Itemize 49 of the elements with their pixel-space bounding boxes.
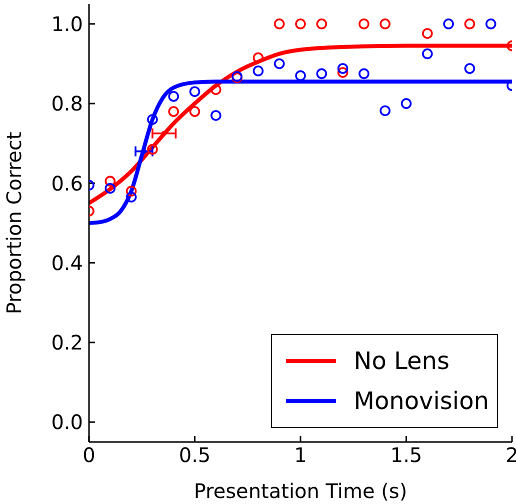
point bbox=[104, 182, 116, 194]
point bbox=[147, 144, 158, 155]
point bbox=[464, 63, 476, 74]
x-tick-label: 0.5 bbox=[178, 443, 211, 468]
y-tick-label: 0.4 bbox=[51, 250, 83, 275]
point bbox=[274, 58, 285, 70]
point bbox=[295, 70, 306, 82]
point bbox=[189, 86, 200, 97]
point bbox=[422, 48, 433, 60]
point bbox=[126, 192, 137, 203]
point bbox=[400, 98, 412, 109]
point bbox=[337, 67, 348, 78]
point bbox=[104, 176, 116, 187]
y-tick-label: 0.8 bbox=[51, 92, 83, 116]
point bbox=[126, 186, 137, 197]
x-tick-label: 0 bbox=[82, 443, 96, 468]
point bbox=[189, 106, 200, 117]
y-tick-label: 1.0 bbox=[51, 12, 83, 36]
point bbox=[274, 18, 285, 30]
point bbox=[443, 18, 454, 30]
point bbox=[380, 105, 390, 116]
x-axis-title: Presentation Time (s) bbox=[194, 479, 408, 503]
point bbox=[337, 63, 348, 74]
point bbox=[168, 106, 179, 117]
x-tick-label: 1.5 bbox=[390, 443, 422, 468]
point bbox=[252, 52, 264, 64]
y-tick-label: 0.0 bbox=[51, 410, 83, 434]
point bbox=[464, 18, 476, 30]
point bbox=[210, 84, 222, 96]
point bbox=[422, 28, 433, 39]
point bbox=[147, 114, 158, 125]
point bbox=[316, 68, 328, 80]
point bbox=[168, 90, 179, 102]
point bbox=[485, 18, 496, 30]
point bbox=[295, 18, 306, 30]
legend-label: Monovision bbox=[354, 387, 489, 415]
y-tick-label: 0.6 bbox=[51, 171, 83, 196]
y-tick-label: 0.2 bbox=[51, 330, 83, 355]
point bbox=[358, 18, 370, 30]
point bbox=[380, 18, 390, 30]
x-tick-label: 1 bbox=[294, 443, 307, 468]
point bbox=[316, 18, 328, 30]
point bbox=[210, 110, 222, 121]
legend-label: No Lens bbox=[354, 347, 450, 375]
x-tick-label: 2 bbox=[506, 443, 516, 468]
point bbox=[162, 130, 167, 136]
point bbox=[252, 65, 264, 76]
point bbox=[358, 68, 370, 80]
y-axis-title: Proportion Correct bbox=[2, 132, 26, 314]
